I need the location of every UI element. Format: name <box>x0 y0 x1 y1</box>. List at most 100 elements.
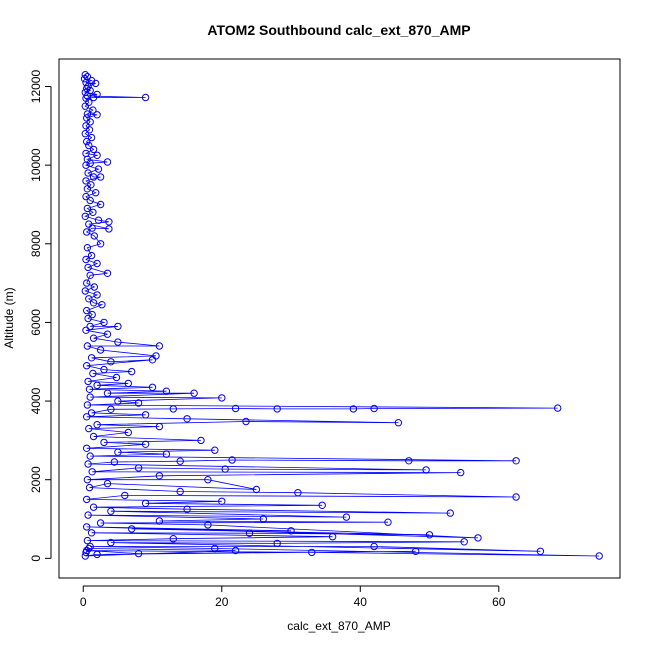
data-point <box>84 169 92 177</box>
data-point <box>89 432 98 441</box>
data-point <box>90 283 99 291</box>
data-point <box>87 133 96 142</box>
data-point <box>218 497 226 505</box>
data-point <box>94 216 103 224</box>
data-point <box>89 173 98 181</box>
data-point <box>96 200 105 209</box>
data-point <box>273 539 281 548</box>
data-point <box>83 244 92 252</box>
y-tick-label: 12000 <box>29 70 43 104</box>
data-point <box>82 161 90 169</box>
data-point <box>89 369 97 378</box>
data-point <box>100 318 108 327</box>
data-point <box>87 251 96 260</box>
data-point <box>197 436 205 445</box>
data-point <box>93 381 101 389</box>
data-point <box>155 342 164 350</box>
data-point <box>81 102 90 110</box>
data-point <box>114 448 122 456</box>
data-point <box>328 533 337 541</box>
data-point <box>94 165 103 173</box>
y-tick-label: 2000 <box>29 466 43 493</box>
data-point <box>93 421 101 429</box>
data-point <box>93 550 101 559</box>
data-point <box>92 189 100 197</box>
data-point <box>148 383 157 391</box>
data-point <box>86 159 94 167</box>
data-point <box>85 295 93 303</box>
data-point <box>176 457 184 465</box>
data-point <box>107 358 115 366</box>
data-point <box>88 468 96 476</box>
data-point <box>308 548 316 557</box>
data-point <box>85 424 93 433</box>
data-point <box>81 552 90 560</box>
data-point <box>134 464 143 472</box>
data-point <box>83 185 92 193</box>
data-point <box>89 208 97 217</box>
data-point <box>86 271 94 279</box>
data-point <box>103 269 112 277</box>
data-point <box>83 306 91 315</box>
data-point <box>155 422 164 431</box>
data-point <box>81 287 90 295</box>
data-point <box>128 525 136 533</box>
data-point <box>83 444 91 452</box>
data-point <box>86 196 94 205</box>
data-point <box>88 310 96 319</box>
data-point <box>370 542 378 551</box>
x-axis-label: calc_ext_870_AMP <box>287 619 390 633</box>
data-point <box>83 342 92 350</box>
data-point <box>83 110 92 118</box>
y-tick-label: 0 <box>29 555 43 562</box>
data-point <box>85 385 94 393</box>
data-point <box>83 204 92 213</box>
data-point <box>98 301 106 309</box>
data-point <box>82 177 90 185</box>
data-point <box>384 518 392 526</box>
data-point <box>85 141 93 150</box>
data-point <box>107 507 115 515</box>
data-point <box>103 158 112 166</box>
data-point <box>82 326 90 334</box>
data-point <box>89 503 98 511</box>
data-point <box>370 404 378 413</box>
plot-area <box>58 58 621 579</box>
data-point <box>259 515 267 523</box>
x-tick-label: 20 <box>215 595 229 609</box>
data-point <box>87 529 96 537</box>
data-point <box>121 491 129 500</box>
data-point <box>595 552 603 560</box>
data-point <box>89 145 98 154</box>
data-point <box>88 224 96 232</box>
data-point <box>148 356 157 364</box>
data-point <box>83 84 91 93</box>
data-point <box>84 377 92 386</box>
data-point <box>176 487 184 496</box>
data-point <box>83 523 91 531</box>
data-point <box>162 450 171 458</box>
data-point <box>87 409 96 417</box>
data-point <box>103 479 112 488</box>
data-point <box>273 405 281 413</box>
plot-frame <box>58 58 621 579</box>
data-point <box>245 529 254 537</box>
x-tick-label: 60 <box>492 595 506 609</box>
x-tick-label: 40 <box>354 595 368 609</box>
data-point <box>128 367 136 376</box>
data-point <box>93 111 101 119</box>
data-point <box>83 401 92 409</box>
data-point <box>183 505 191 513</box>
x-axis: 0 20 40 60 <box>80 585 506 609</box>
data-point <box>80 75 89 83</box>
data-point <box>252 485 261 494</box>
data-point <box>554 404 562 412</box>
data-point <box>110 458 119 466</box>
data-point <box>190 389 198 397</box>
data-point <box>105 225 113 233</box>
data-point <box>83 536 92 545</box>
data-point <box>83 228 91 236</box>
data-point <box>92 79 100 88</box>
x-tick-label: 0 <box>80 595 87 609</box>
